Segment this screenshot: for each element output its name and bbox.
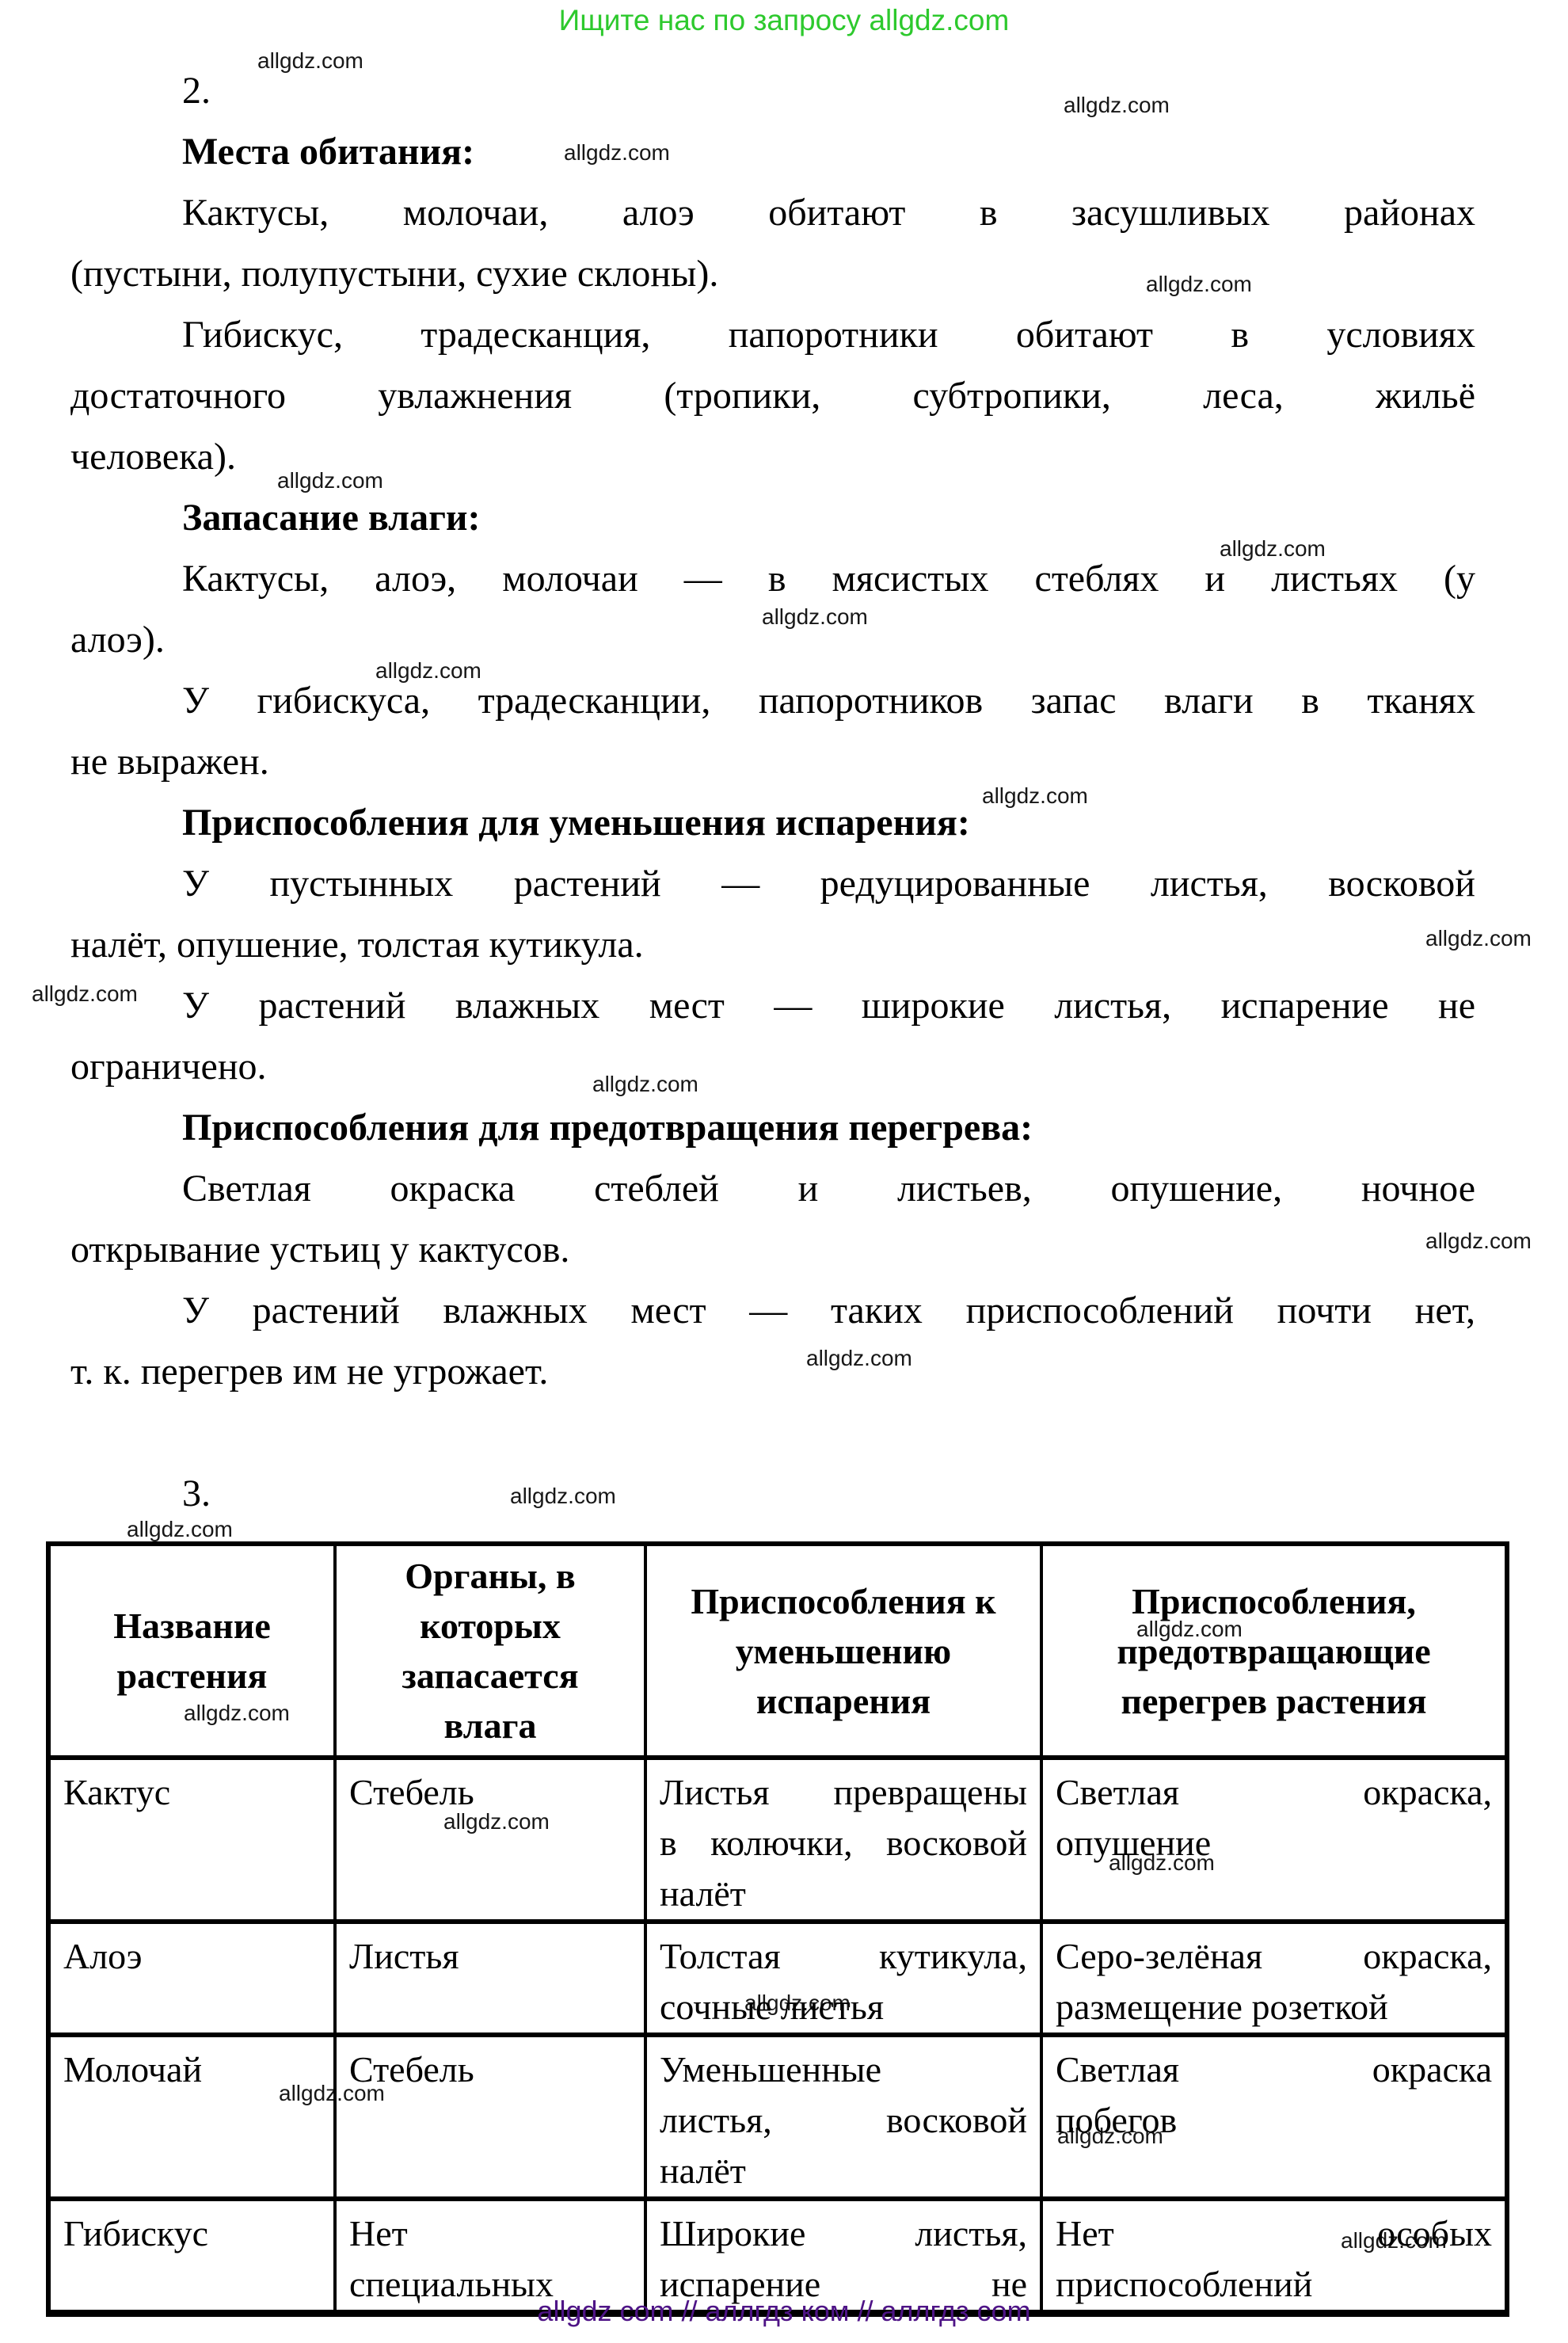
item-number-3: 3. [182, 1472, 211, 1514]
text-line: У растений влажных мест — широкие листья… [182, 985, 1475, 1027]
text-line: Кактусы, алоэ, молочаи — в мясистых стеб… [182, 558, 1475, 600]
footer-links: allgdz com // аллгдз ком // аллгдз com [537, 2295, 1031, 2327]
table-row-aloe: Алоэ Листья Толстая кутикула, сочные лис… [47, 1919, 1509, 2037]
blank-line [70, 1402, 1475, 1463]
text-line: т. к. перегрев им не угрожает. [70, 1351, 549, 1392]
header-cell-evaporation-adaptations: Приспособления к уменьшению испарения [644, 1541, 1043, 1760]
watermark: allgdz.com [127, 1517, 233, 1541]
table-row-spurge: Молочай Стебель Уменьшенные листья, воск… [47, 2033, 1509, 2201]
text-line: (пустыни, полупустыни, сухие склоны). [70, 253, 719, 295]
cell-plant-name: Гибискус [47, 2196, 337, 2316]
plants-table: Название растения Органы, в которых запа… [46, 1541, 1509, 2317]
text-line: Светлая окраска стеблей и листьев, опуше… [182, 1168, 1475, 1210]
watermark: allgdz.com [1146, 272, 1252, 296]
header-cell-plant-name: Название растения [47, 1541, 337, 1760]
section-heading-moisture: Запасание влаги: [182, 497, 481, 539]
watermark: allgdz.com [257, 48, 363, 73]
watermark: allgdz.com [32, 981, 138, 1006]
cell-overheat-adaptation: Серо-зелёная окраска, размещение розетко… [1040, 1919, 1509, 2037]
cell-storage-organ: Листья [333, 1919, 647, 2037]
promo-banner: Ищите нас по запросу allgdz.com [558, 4, 1010, 36]
header-cell-storage-organs: Органы, в которых запасается влага [333, 1541, 647, 1760]
text-line: достаточного увлажнения (тропики, субтро… [70, 375, 1475, 417]
cell-storage-organ: Стебель [333, 1755, 647, 1924]
text-line: У гибискуса, традесканции, папоротников … [182, 680, 1475, 722]
cell-overheat-adaptation: Светлая окраска побегов [1040, 2033, 1509, 2201]
cell-plant-name: Алоэ [47, 1919, 337, 2037]
text-line: Кактусы, молочаи, алоэ обитают в засушли… [182, 192, 1475, 234]
text-line: не выражен. [70, 741, 269, 783]
watermark: allgdz.com [806, 1346, 912, 1370]
watermark: allgdz.com [510, 1484, 616, 1508]
text-line: У пустынных растений — редуцированные ли… [182, 863, 1475, 905]
cell-storage-organ: Нет специальных [333, 2196, 647, 2316]
watermark: allgdz.com [592, 1072, 698, 1096]
item-number-2: 2. [182, 70, 211, 112]
cell-evaporation-adaptation: Листья превращены в колючки, восковой на… [644, 1755, 1043, 1924]
watermark: allgdz.com [375, 658, 481, 683]
cell-evaporation-adaptation: Толстая кутикула, сочные листья [644, 1919, 1043, 2037]
cell-plant-name: Молочай [47, 2033, 337, 2201]
text-line: У растений влажных мест — таких приспосо… [182, 1290, 1475, 1332]
table-header-row: Название растения Органы, в которых запа… [47, 1541, 1509, 1760]
watermark: allgdz.com [1064, 93, 1170, 117]
watermark: allgdz.com [762, 604, 868, 629]
cell-plant-name: Кактус [47, 1755, 337, 1924]
text-line: открывание устьиц у кактусов. [70, 1229, 570, 1271]
answer-text-block: 2. Места обитания: Кактусы, молочаи, ало… [70, 60, 1475, 1524]
text-line: алоэ). [70, 619, 165, 661]
table-row-hibiscus: Гибискус Нет специальных Широкие листья,… [47, 2196, 1509, 2316]
watermark: allgdz.com [1425, 926, 1532, 951]
section-heading-overheating: Приспособления для предотвращения перегр… [182, 1107, 1033, 1149]
watermark: allgdz.com [1220, 536, 1326, 561]
table-row-cactus: Кактус Стебель Листья превращены в колюч… [47, 1755, 1509, 1924]
header-cell-overheat-adaptations: Приспособления, предотвращающие перегрев… [1040, 1541, 1509, 1760]
watermark: allgdz.com [277, 468, 383, 493]
watermark: allgdz.com [982, 783, 1088, 808]
watermark: allgdz.com [564, 140, 670, 165]
text-line: ограничено. [70, 1046, 267, 1088]
text-line: налёт, опушение, толстая кутикула. [70, 924, 644, 966]
text-line: человека). [70, 436, 236, 478]
section-heading-evaporation: Приспособления для уменьшения испарения: [182, 802, 970, 844]
cell-evaporation-adaptation: Уменьшенные листья, восковой налёт [644, 2033, 1043, 2201]
cell-evaporation-adaptation: Широкие листья, испарение не [644, 2196, 1043, 2316]
cell-storage-organ: Стебель [333, 2033, 647, 2201]
section-heading-habitats: Места обитания: [182, 131, 475, 173]
watermark: allgdz.com [1425, 1229, 1532, 1253]
text-line: Гибискус, традесканция, папоротники обит… [182, 314, 1475, 356]
cell-overheat-adaptation: Светлая окраска, опушение [1040, 1755, 1509, 1924]
cell-overheat-adaptation: Нет особых приспособлений [1040, 2196, 1509, 2316]
